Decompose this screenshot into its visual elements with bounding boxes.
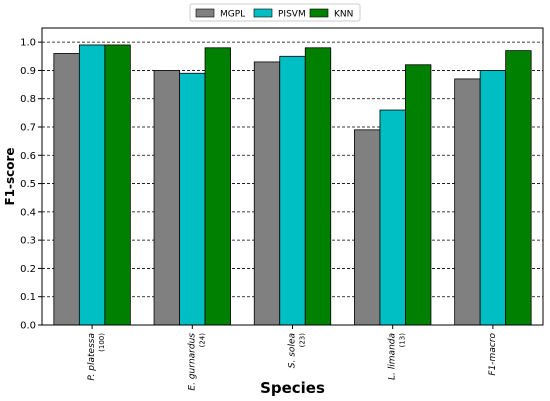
- y-axis-label: F1-score: [3, 147, 17, 205]
- x-tick-label: P. platessa: [87, 333, 97, 381]
- x-tick-label: L. limanda: [388, 333, 398, 380]
- x-tick-label-group: S. solea (23): [288, 333, 307, 368]
- x-tick-sublabel: (100): [98, 333, 106, 352]
- x-tick-label: F1-macro: [488, 333, 498, 376]
- bar-mgpl-0: [53, 53, 80, 326]
- x-tick-sublabel: (13): [399, 333, 407, 348]
- y-tick-label: 0.9: [20, 66, 36, 77]
- x-tick-sublabel: (24): [198, 333, 206, 348]
- y-tick-label: 0.6: [20, 151, 36, 162]
- legend-label-mgpl: MGPL: [220, 10, 245, 20]
- y-tick-label: 0.1: [20, 292, 36, 303]
- bar-pisvm-3: [379, 109, 406, 326]
- bar-knn-1: [204, 47, 231, 326]
- bar-knn-4: [505, 50, 532, 326]
- bar-knn-2: [304, 47, 332, 326]
- y-tick-label: 0.4: [20, 207, 36, 218]
- y-tick-label: 0.0: [20, 321, 36, 332]
- x-axis-label: Species: [260, 379, 325, 397]
- bars: [53, 44, 532, 326]
- bar-pisvm-2: [279, 55, 306, 326]
- bar-mgpl-4: [454, 78, 481, 326]
- bar-pisvm-4: [479, 70, 507, 326]
- y-tick-label: 1.0: [20, 38, 36, 49]
- bar-knn-3: [405, 64, 432, 326]
- y-tick-label: 0.3: [20, 236, 36, 247]
- x-tick-label-group: L. limanda (13): [388, 333, 407, 380]
- x-tick-label: S. solea: [288, 333, 298, 368]
- bar-pisvm-1: [179, 72, 206, 326]
- x-tick-sublabel: (23): [299, 333, 307, 348]
- bar-mgpl-1: [153, 70, 180, 326]
- y-tick-label: 0.2: [20, 264, 36, 275]
- legend-swatch-knn: [309, 8, 329, 18]
- legend-swatch-mgpl: [195, 8, 215, 18]
- y-tick-label: 0.8: [20, 94, 36, 105]
- x-tick-label-group: E. gurnardus (24): [187, 333, 206, 391]
- x-axis-ticks: P. platessa (100) E. gurnardus (24) S. solea…: [87, 325, 498, 391]
- legend-swatch-pisvm: [253, 8, 273, 18]
- x-tick-label: E. gurnardus: [187, 333, 197, 391]
- bar-pisvm-0: [78, 44, 106, 326]
- legend-label-pisvm: PISVM: [278, 10, 306, 20]
- y-tick-label: 0.7: [20, 123, 36, 134]
- legend: MGPL PISVM KNN: [189, 3, 361, 22]
- x-tick-label-group: F1-macro: [488, 333, 498, 376]
- legend-label-knn: KNN: [334, 10, 353, 20]
- y-axis-ticks: 0.0 0.1 0.2 0.3 0.4 0.5 0.6 0.7 0.8 0.9 1.0: [20, 38, 42, 332]
- y-tick-label: 0.5: [20, 179, 36, 190]
- x-tick-label-group: P. platessa (100): [87, 333, 106, 381]
- bar-mgpl-3: [354, 129, 381, 326]
- bar-knn-0: [104, 44, 131, 326]
- bar-mgpl-2: [253, 61, 281, 326]
